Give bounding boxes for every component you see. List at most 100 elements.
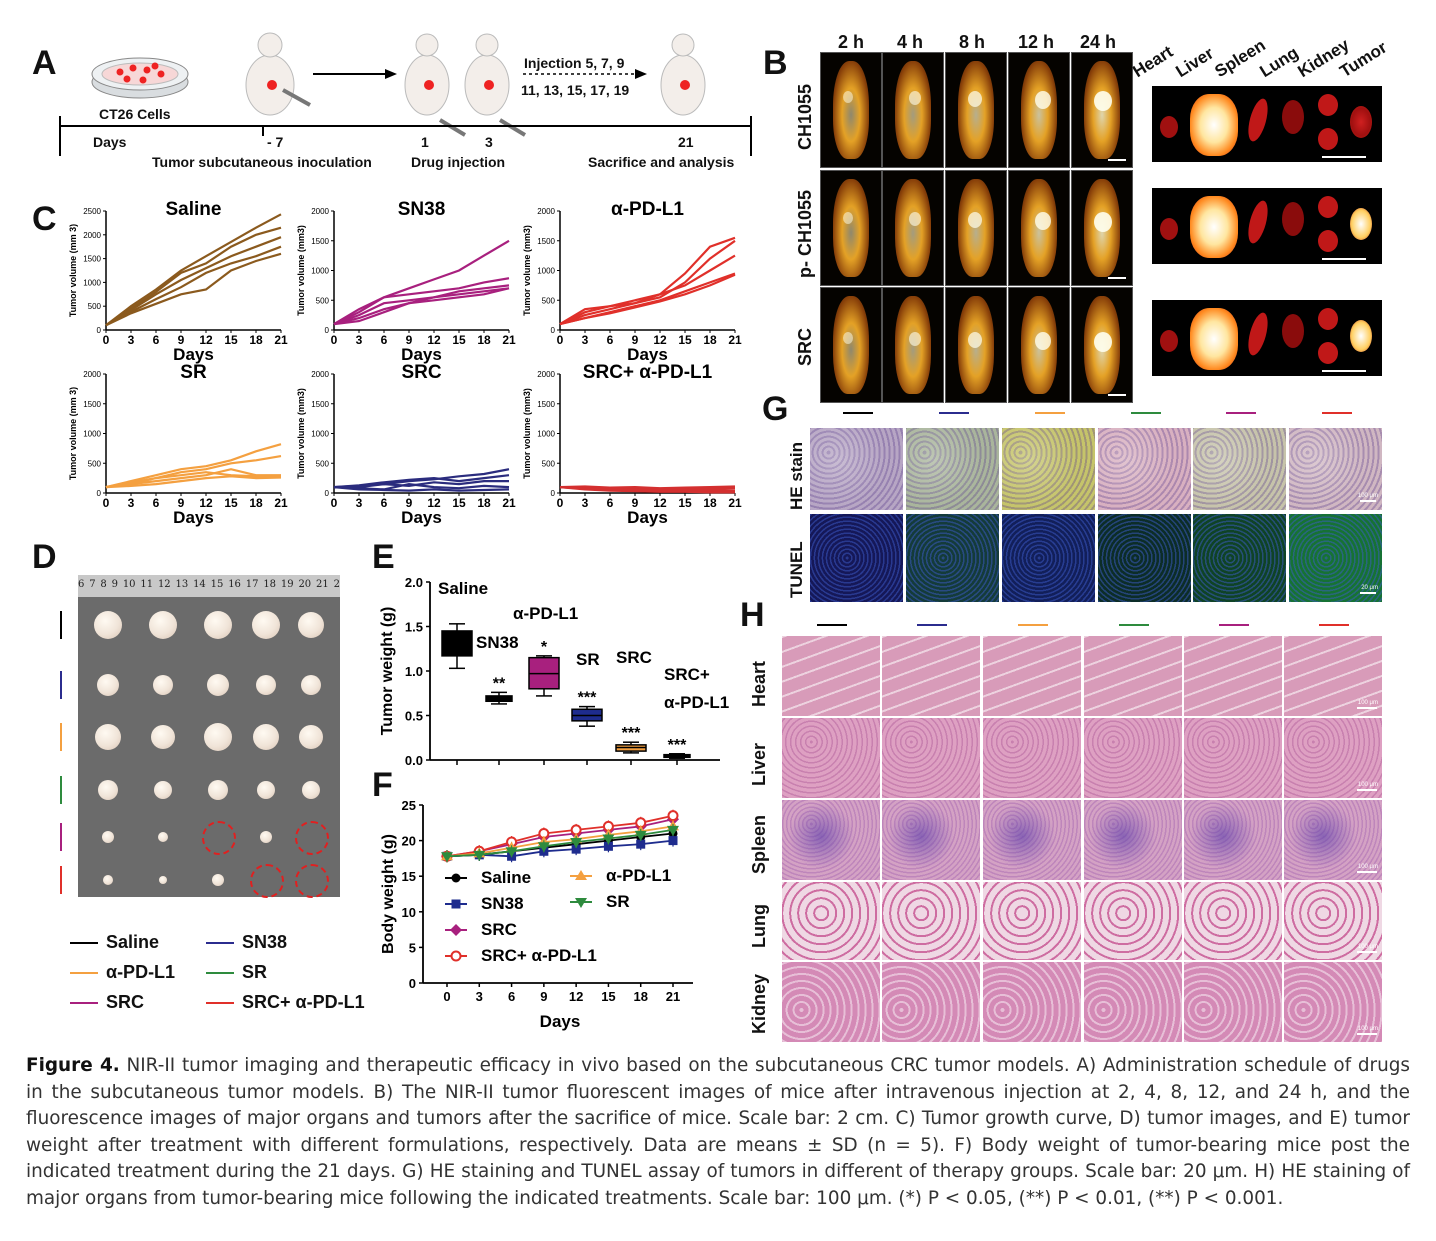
- mouse-body: [895, 179, 931, 277]
- tumor-growth-chart: Saline 0 500 1000 1500 2000 2500 0 3 6 9 12 15 18 21 Da…: [68, 199, 288, 364]
- he-organ-image: 100 μm: [1284, 718, 1382, 798]
- y-axis-label: Tumor volume (mm 3): [68, 387, 78, 480]
- data-point: [451, 873, 461, 883]
- x-tick-label: 15: [224, 496, 238, 510]
- ruler-number: 9: [111, 579, 118, 590]
- group-color-bar: [1131, 412, 1161, 414]
- row-label: HE stain: [787, 441, 806, 510]
- group-color-bar: [1018, 624, 1048, 626]
- legend-label: SN38: [242, 932, 288, 952]
- organ-image: [1152, 300, 1382, 376]
- scale-bar: [1108, 159, 1126, 161]
- y-tick-label: 1000: [537, 267, 555, 276]
- mouse-icon: [660, 33, 706, 116]
- tumor-growth-chart: α-PD-L1 0 500 1000 1500 2000 0 3 6 9 12 15 18 21 Days T…: [522, 199, 742, 364]
- heart-signal: [1160, 116, 1178, 138]
- row-label: Heart: [749, 660, 769, 707]
- mouse-image: [820, 287, 882, 403]
- scale-bar-label: 100 μm: [1357, 1026, 1378, 1032]
- group-label: α-PD-L1: [664, 693, 729, 712]
- x-tick-label: 6: [381, 496, 388, 510]
- legend-item: α-PD-L1: [70, 962, 175, 983]
- x-tick-label: 0: [331, 333, 338, 347]
- scale-bar: [1357, 1033, 1377, 1035]
- x-tick-label: 0: [557, 496, 564, 510]
- cells-label: CT26 Cells: [99, 106, 171, 122]
- tumor-signal: [1350, 208, 1372, 240]
- tumor-signal: [968, 91, 982, 107]
- tumor-signal: [1350, 106, 1372, 138]
- he-organ-image: [1184, 718, 1282, 798]
- x-axis-label: Days: [540, 1012, 581, 1031]
- tumor: [302, 781, 320, 799]
- injection-label: Injection 5, 7, 9: [524, 55, 625, 71]
- y-tick-label: 2000: [311, 207, 329, 216]
- series-line: [105, 455, 282, 489]
- x-tick-label: 0: [103, 496, 110, 510]
- he-organ-image: [882, 882, 980, 960]
- he-organ-image: [983, 800, 1081, 880]
- mouse-body: [1021, 61, 1057, 159]
- data-point: [667, 810, 679, 822]
- ruler-number: 8: [100, 579, 107, 590]
- group-color-bar: [1319, 624, 1349, 626]
- organ-label: Liver: [1172, 43, 1217, 82]
- ruler-number: 12: [157, 579, 171, 590]
- he-organ-image: [1084, 882, 1182, 960]
- x-tick-label: 6: [381, 333, 388, 347]
- he-stain-image: [906, 428, 999, 510]
- tumor: [151, 725, 175, 749]
- scale-bar: [1357, 951, 1377, 953]
- group-color-bar: [60, 866, 62, 894]
- series-line: [559, 273, 736, 326]
- tumor-signal: [1035, 91, 1051, 109]
- tumor: [97, 674, 119, 696]
- tumor: [256, 675, 276, 695]
- x-tick-label: 21: [502, 496, 516, 510]
- x-axis-label: Days: [173, 508, 214, 527]
- he-stain-image: [1098, 428, 1191, 510]
- mouse-image: [1071, 287, 1133, 403]
- legend-swatch: [70, 972, 98, 975]
- lung-signal: [1282, 202, 1304, 236]
- box: [485, 695, 513, 703]
- panel-c-letter: C: [32, 200, 57, 238]
- mouse-body: [833, 179, 869, 277]
- he-stain-image: [1193, 428, 1286, 510]
- data-point: [634, 830, 647, 841]
- x-tick-label: 18: [703, 333, 717, 347]
- he-organ-image: [1084, 800, 1182, 880]
- timeline-label: Sacrifice and analysis: [588, 154, 735, 170]
- y-tick-label: 25: [402, 798, 416, 813]
- legend-label: SR: [242, 962, 268, 982]
- data-point: [570, 838, 583, 849]
- ruler-number: 15: [210, 579, 224, 590]
- legend-swatch: [70, 1002, 98, 1005]
- series-line: [333, 486, 510, 492]
- x-tick-label: 3: [356, 333, 363, 347]
- data-point: [450, 950, 462, 962]
- mouse-body: [833, 296, 869, 394]
- group-color-bar: [917, 624, 947, 626]
- tunel-image: [906, 514, 999, 602]
- x-tick-label: 9: [540, 989, 547, 1004]
- he-organ-image: [1184, 636, 1282, 716]
- kidney-signal: [1318, 196, 1338, 218]
- timeline-label: Tumor subcutaneous inoculation: [152, 154, 372, 170]
- petri-dish-icon: [91, 57, 189, 99]
- data-point: [575, 898, 587, 908]
- series-line: [105, 236, 282, 327]
- x-tick-label: 21: [728, 496, 742, 510]
- tumor-signal: [909, 212, 921, 226]
- tumor: [149, 611, 177, 639]
- tumor: [95, 724, 121, 750]
- kidney-signal: [1318, 94, 1338, 116]
- tumor-growth-chart: SR 0 500 1000 1500 2000 0 3 6 9 12 15 18 21 Days Tumor …: [68, 362, 288, 527]
- group-label: SRC+: [664, 665, 710, 684]
- series-line: [105, 443, 282, 489]
- legend-label: SRC+ α-PD-L1: [481, 946, 597, 965]
- data-point: [602, 834, 615, 845]
- he-organ-image: 100 μm: [1284, 962, 1382, 1042]
- x-tick-label: 21: [666, 989, 680, 1004]
- legend-swatch: [206, 972, 234, 975]
